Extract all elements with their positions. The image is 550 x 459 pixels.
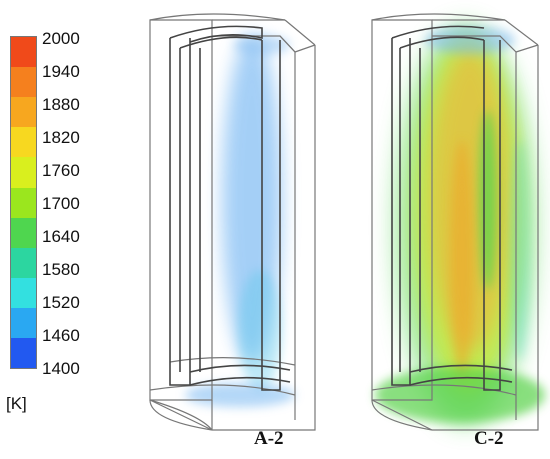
colorbar-band [11,247,36,278]
a2-glow [185,383,295,407]
temperature-colorbar [10,36,37,369]
panel-label-a2: A-2 [254,428,284,449]
a2-frame [149,13,316,431]
colorbar-band [11,308,36,339]
colorbar-tick: 1520 [42,293,80,312]
colorbar-tick: 1880 [42,95,80,114]
c2-glow [450,140,474,380]
colorbar-tick: 1940 [42,62,80,81]
colorbar-band [11,67,36,98]
c2-frame [371,13,539,431]
colorbar-tick: 1640 [42,227,80,246]
colorbar-tick: 1580 [42,260,80,279]
panel-a2-render [149,13,316,431]
colorbar-band [11,157,36,188]
colorbar-band [11,37,36,68]
c2-glow [425,26,515,54]
colorbar-unit-label: [K] [6,394,27,413]
colorbar-tick: 1460 [42,326,80,345]
colorbar-tick: 1700 [42,194,80,213]
colorbar-band [11,187,36,218]
c2-inner-walls [391,25,513,391]
colorbar-band [11,97,36,128]
c2-glow [510,140,530,360]
colorbar-band [11,217,36,248]
panel-label-c2: C-2 [474,428,504,449]
c2-glow [479,110,497,290]
colorbar-tick: 2000 [42,29,80,48]
colorbar-band [11,127,36,158]
panel-c2-render [371,13,545,431]
colorbar-tick: 1760 [42,161,80,180]
colorbar-tick: 1820 [42,128,80,147]
colorbar-tick: 1400 [42,359,80,378]
a2-inner-walls [169,25,291,391]
a2-glow [238,270,282,390]
colorbar-band [11,277,36,309]
colorbar-band [11,338,36,368]
